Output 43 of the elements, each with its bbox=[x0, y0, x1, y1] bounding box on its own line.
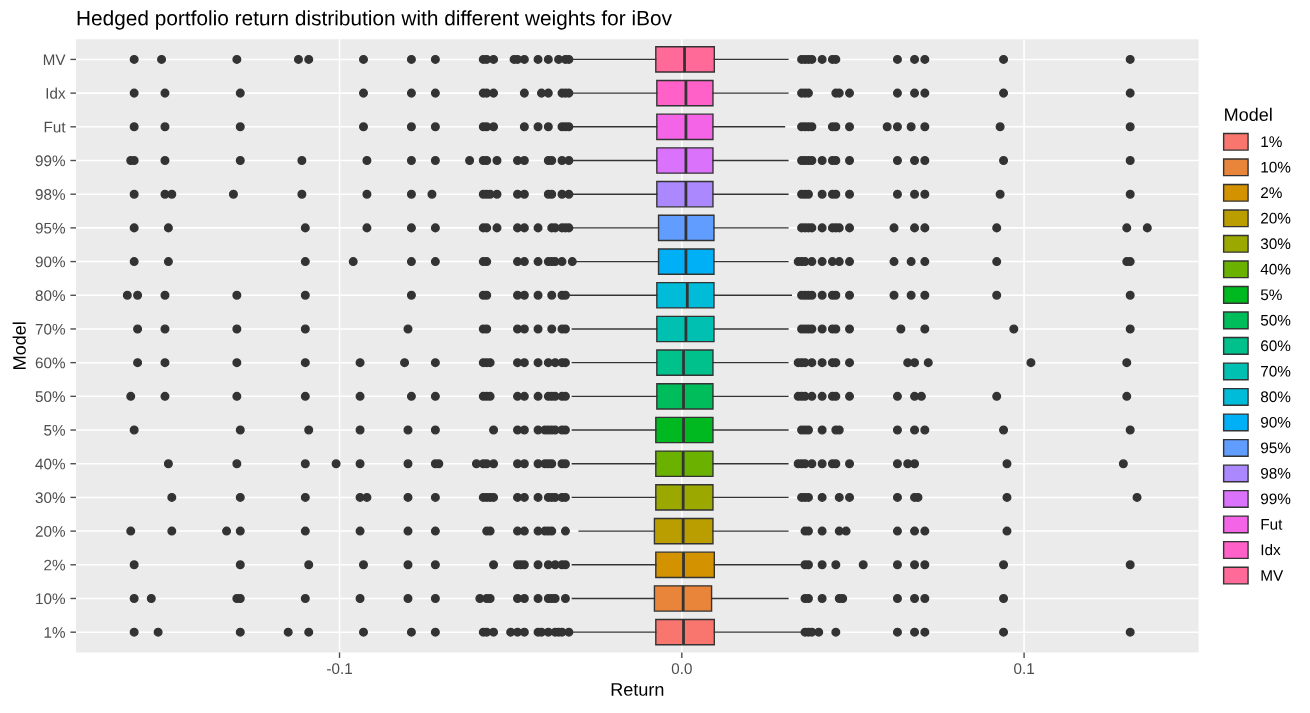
legend-label: Idx bbox=[1261, 544, 1281, 556]
legend-label: 50% bbox=[1260, 314, 1291, 326]
y-tick-label: MV bbox=[43, 54, 66, 65]
y-tick-label: 1% bbox=[44, 627, 66, 638]
y-tick-label: 99% bbox=[35, 155, 66, 167]
y-tick-label: 98% bbox=[35, 189, 66, 200]
x-axis-title: Return bbox=[611, 683, 664, 696]
legend-label: 95% bbox=[1261, 442, 1291, 454]
y-tick-label: 95% bbox=[35, 222, 66, 234]
y-tick-label: 2% bbox=[44, 559, 66, 571]
legend-label: 10% bbox=[1261, 161, 1291, 173]
y-tick-label: 40% bbox=[35, 458, 66, 470]
y-tick-label: 80% bbox=[35, 290, 66, 301]
legend-label: 5% bbox=[1260, 289, 1282, 301]
legend-title: Model bbox=[1225, 107, 1272, 122]
legend-label: 2% bbox=[1261, 187, 1282, 199]
chart-title: Hedged portfolio return distribution with different weights for iBov bbox=[77, 10, 672, 30]
legend-label: MV bbox=[1261, 570, 1284, 581]
legend-label: Fut bbox=[1261, 519, 1283, 530]
y-tick-label: 60% bbox=[35, 357, 66, 369]
y-tick-label: 90% bbox=[35, 256, 66, 268]
y-tick-label: 30% bbox=[35, 492, 66, 504]
x-tick-label: -0.1 bbox=[327, 663, 352, 675]
legend-label: 60% bbox=[1261, 340, 1291, 352]
legend-label: 98% bbox=[1261, 467, 1291, 479]
y-tick-label: Fut bbox=[44, 121, 66, 133]
y-tick-label: 10% bbox=[36, 593, 66, 605]
y-axis-title: Model bbox=[12, 322, 26, 369]
legend-label: 90% bbox=[1261, 416, 1291, 428]
y-tick-label: 50% bbox=[35, 391, 66, 403]
x-tick-label: 0.1 bbox=[1014, 663, 1034, 675]
y-tick-label: Idx bbox=[46, 87, 66, 99]
legend-label: 80% bbox=[1260, 391, 1291, 403]
legend-label: 99% bbox=[1261, 493, 1291, 505]
legend-label: 40% bbox=[1260, 263, 1291, 275]
legend-label: 20% bbox=[1261, 212, 1291, 224]
x-tick-label: 0.0 bbox=[671, 663, 692, 675]
legend-label: 70% bbox=[1261, 365, 1291, 377]
y-tick-label: 70% bbox=[35, 323, 66, 335]
y-tick-label: 5% bbox=[44, 424, 66, 436]
legend-label: 1% bbox=[1261, 136, 1282, 147]
y-tick-label: 20% bbox=[35, 525, 66, 537]
legend-label: 30% bbox=[1260, 238, 1291, 250]
